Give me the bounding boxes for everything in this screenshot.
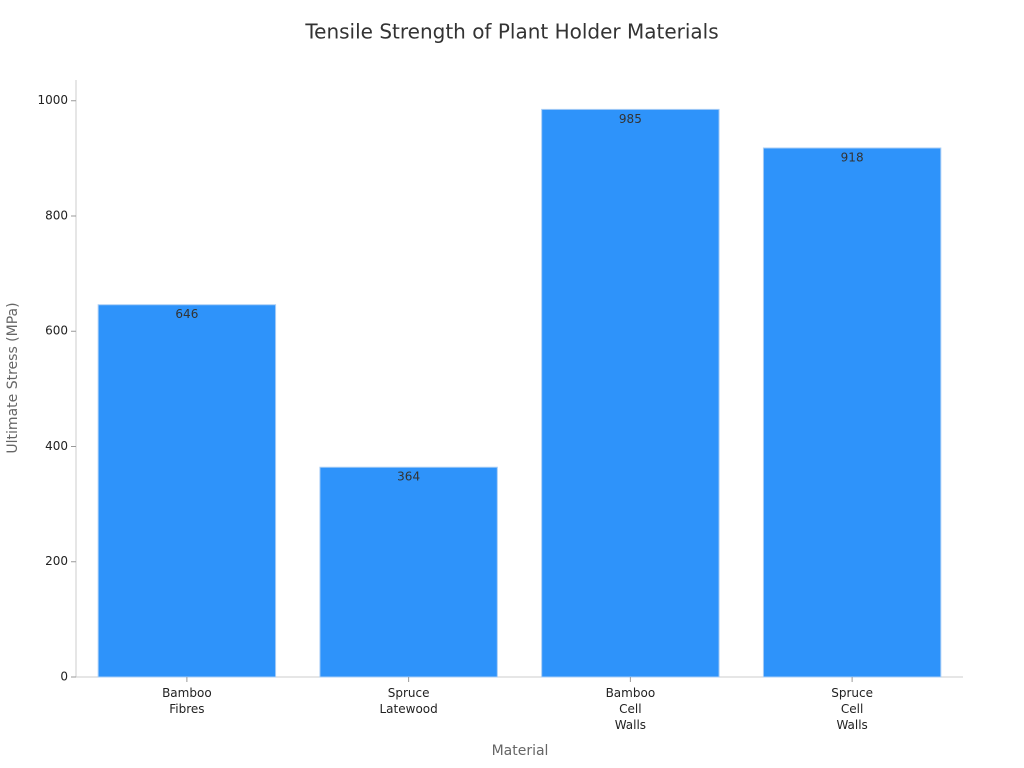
x-tick-label: Spruce Cell Walls [831,686,873,732]
y-tick-label: 1000 [37,93,68,107]
value-label: 646 [175,307,198,321]
x-tick-label: Spruce Latewood [380,686,438,716]
chart-title: Tensile Strength of Plant Holder Materia… [304,20,718,44]
y-tick-label: 400 [45,439,68,453]
y-tick-label: 600 [45,324,68,338]
x-tick-label: Bamboo Fibres [162,686,212,716]
value-label: 364 [397,470,420,484]
y-axis-label: Ultimate Stress (MPa) [5,302,21,453]
bar [762,147,942,678]
y-tick-label: 200 [45,554,68,568]
bar [319,466,498,678]
value-label: 985 [619,112,642,126]
bar [541,108,720,678]
value-label: 918 [841,150,864,164]
x-axis-label: Material [492,743,549,759]
y-tick-label: 800 [45,208,68,222]
x-tick-label: Bamboo Cell Walls [606,686,656,732]
y-tick-label: 0 [60,670,68,684]
bar [97,304,277,678]
